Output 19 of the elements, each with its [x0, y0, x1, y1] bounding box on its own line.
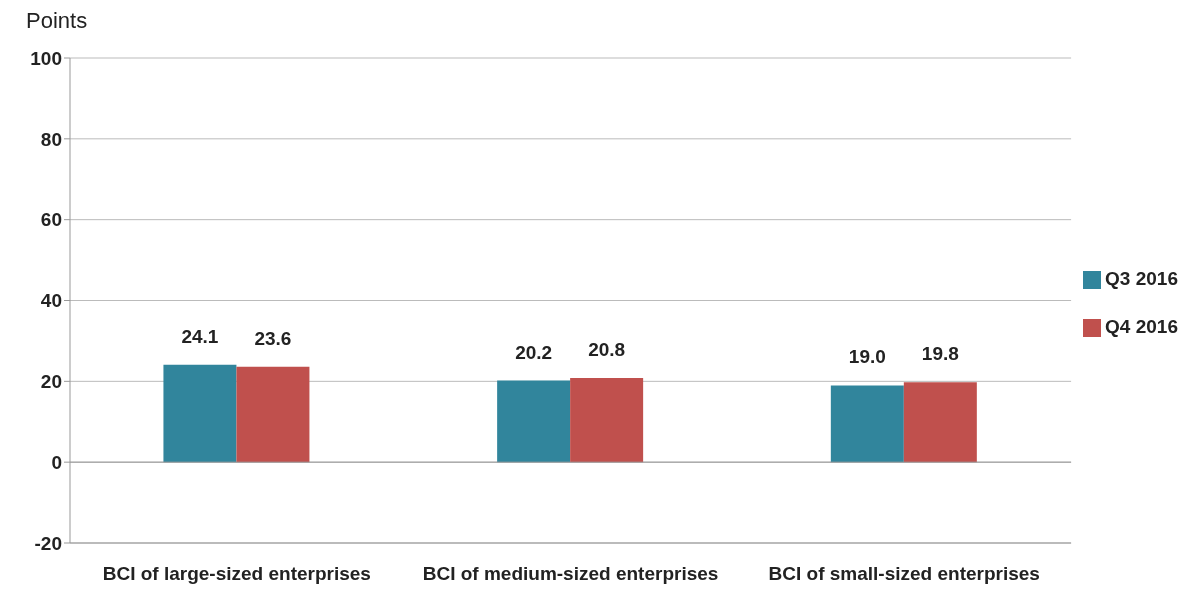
- data-label: 20.2: [515, 341, 553, 363]
- y-tick-label: 100: [30, 47, 62, 69]
- y-tick-label: 20: [40, 371, 62, 393]
- y-tick-label: 60: [40, 209, 62, 231]
- y-tick-label: 0: [51, 451, 62, 473]
- y-tick-label: -20: [34, 532, 62, 554]
- y-tick-label: 80: [40, 128, 62, 150]
- data-label: 19.0: [848, 346, 886, 368]
- x-tick-label: BCI of medium-sized enterprises: [422, 563, 719, 585]
- data-label: 19.8: [921, 343, 959, 365]
- y-axis-title: Points: [26, 8, 88, 34]
- y-tick-label: 40: [40, 290, 62, 312]
- legend-label: Q4 2016: [1105, 316, 1178, 337]
- legend-label: Q3 2016: [1105, 268, 1178, 289]
- data-label: 20.8: [588, 339, 626, 361]
- x-tick-label: BCI of large-sized enterprises: [102, 563, 371, 585]
- data-label: 24.1: [181, 325, 219, 347]
- x-tick-label: BCI of small-sized enterprises: [768, 563, 1040, 585]
- data-label: 23.6: [254, 327, 292, 349]
